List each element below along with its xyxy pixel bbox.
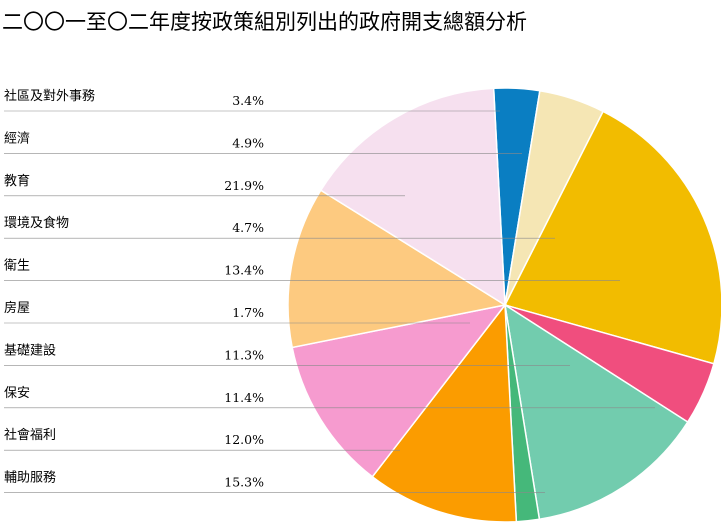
legend-label: 社會福利 [4, 427, 56, 443]
chart-title: 二〇〇一至〇二年度按政策組別列出的政府開支總額分析 [2, 10, 527, 34]
data-label: 4.7% [232, 220, 264, 235]
pie-slices [287, 87, 721, 523]
legend-label: 基礎建設 [4, 342, 56, 358]
legend-label: 社區及對外事務 [4, 88, 95, 104]
pie-slice-8 [291, 303, 507, 478]
pie-slice-3 [503, 110, 721, 365]
pie-slice-9 [287, 189, 508, 349]
pie-slice-5 [503, 303, 689, 521]
legend: 社區及對外事務 3.4% 經濟 4.9% 教育 21.9% 環境及食物 4.7% 衛生 13.4%… [4, 88, 655, 493]
data-label: 13.4% [224, 263, 264, 278]
data-label: 11.4% [224, 390, 264, 405]
legend-label: 經濟 [4, 130, 30, 146]
data-label: 3.4% [232, 93, 264, 108]
legend-label: 房屋 [4, 300, 30, 316]
data-label: 15.3% [224, 475, 264, 490]
data-label: 21.9% [224, 178, 264, 193]
legend-label: 保安 [4, 386, 30, 401]
pie-slice-10 [319, 87, 506, 307]
legend-label: 教育 [4, 173, 30, 189]
data-label: 12.0% [224, 432, 264, 447]
data-label: 11.3% [224, 347, 264, 362]
pie-slice-7 [371, 302, 518, 523]
data-label: 1.7% [232, 305, 264, 320]
data-label: 4.9% [232, 135, 264, 150]
legend-label: 輔助服務 [4, 471, 56, 486]
legend-label: 環境及食物 [4, 215, 69, 231]
legend-label: 衛生 [4, 259, 30, 274]
